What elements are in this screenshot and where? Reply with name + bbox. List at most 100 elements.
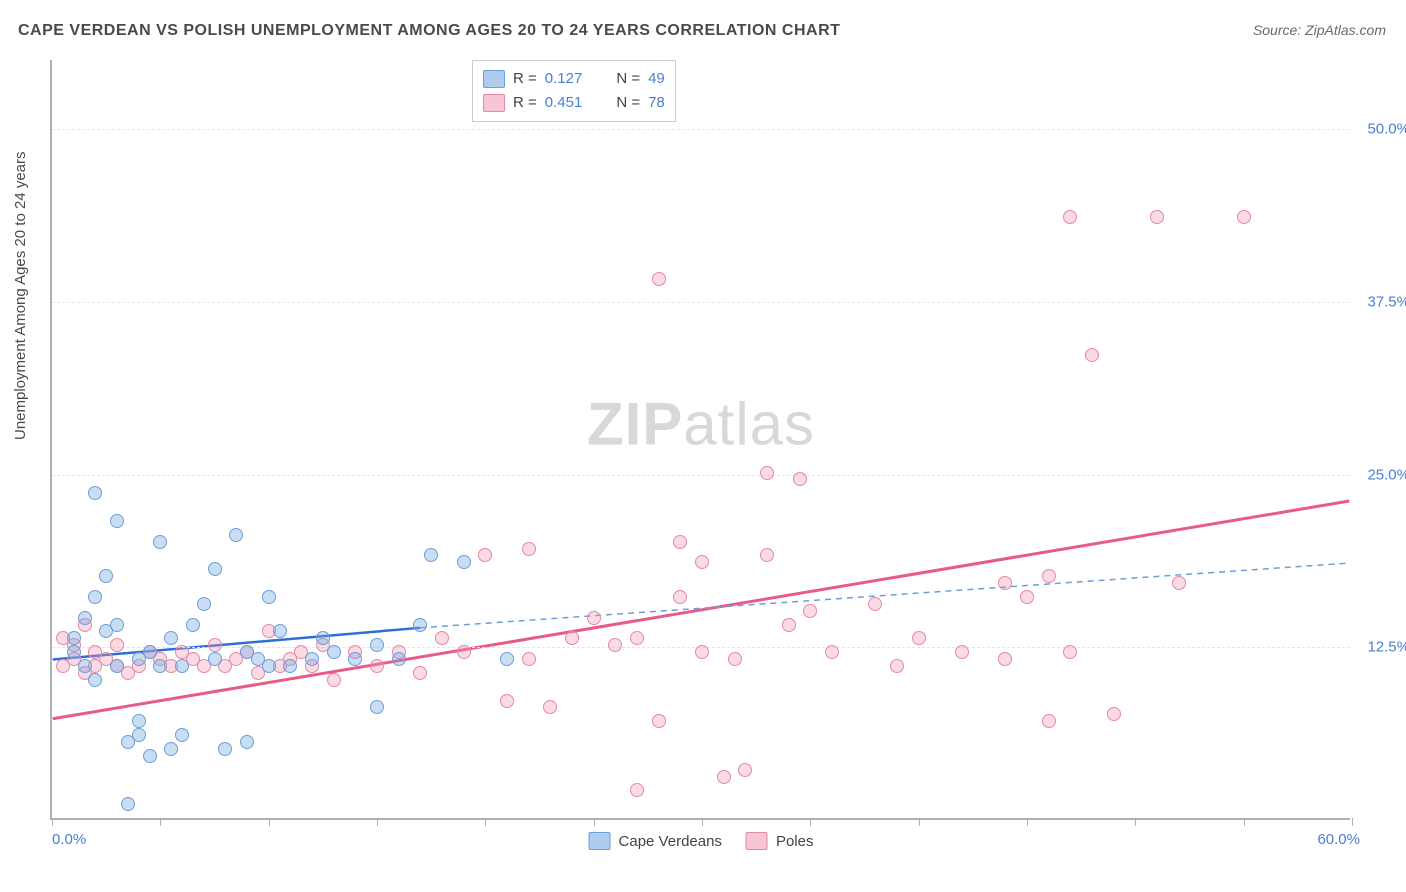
data-point	[164, 631, 178, 645]
swatch-series1	[589, 832, 611, 850]
data-point	[208, 562, 222, 576]
data-point	[478, 548, 492, 562]
data-point	[110, 514, 124, 528]
x-tick	[1027, 818, 1028, 826]
data-point	[435, 631, 449, 645]
x-tick	[377, 818, 378, 826]
x-tick	[1244, 818, 1245, 826]
data-point	[305, 652, 319, 666]
data-point	[348, 652, 362, 666]
x-min-label: 0.0%	[52, 831, 86, 848]
data-point	[998, 576, 1012, 590]
legend-item-series2: Poles	[746, 832, 814, 850]
data-point	[1063, 645, 1077, 659]
data-point	[890, 659, 904, 673]
data-point	[88, 590, 102, 604]
gridline	[52, 129, 1350, 130]
data-point	[262, 590, 276, 604]
data-point	[1042, 714, 1056, 728]
data-point	[164, 742, 178, 756]
x-tick	[810, 818, 811, 826]
data-point	[782, 618, 796, 632]
data-point	[67, 645, 81, 659]
x-tick	[594, 818, 595, 826]
data-point	[1063, 210, 1077, 224]
data-point	[673, 590, 687, 604]
data-point	[240, 735, 254, 749]
data-point	[283, 659, 297, 673]
x-tick	[1352, 818, 1353, 826]
data-point	[175, 659, 189, 673]
data-point	[273, 624, 287, 638]
y-tick-label: 12.5%	[1367, 639, 1406, 656]
x-tick	[919, 818, 920, 826]
data-point	[153, 535, 167, 549]
trend-lines	[52, 60, 1350, 818]
data-point	[912, 631, 926, 645]
y-axis-label: Unemployment Among Ages 20 to 24 years	[12, 151, 29, 440]
x-max-label: 60.0%	[1317, 831, 1360, 848]
gridline	[52, 475, 1350, 476]
data-point	[695, 555, 709, 569]
data-point	[1172, 576, 1186, 590]
data-point	[793, 472, 807, 486]
x-tick	[160, 818, 161, 826]
data-point	[998, 652, 1012, 666]
x-tick	[1135, 818, 1136, 826]
data-point	[413, 666, 427, 680]
data-point	[132, 728, 146, 742]
data-point	[608, 638, 622, 652]
data-point	[695, 645, 709, 659]
data-point	[208, 638, 222, 652]
data-point	[153, 659, 167, 673]
y-tick-label: 37.5%	[1367, 293, 1406, 310]
data-point	[760, 466, 774, 480]
data-point	[186, 618, 200, 632]
data-point	[868, 597, 882, 611]
data-point	[1237, 210, 1251, 224]
data-point	[99, 569, 113, 583]
x-tick	[702, 818, 703, 826]
data-point	[760, 548, 774, 562]
data-point	[500, 652, 514, 666]
data-point	[565, 631, 579, 645]
data-point	[143, 645, 157, 659]
data-point	[175, 728, 189, 742]
data-point	[370, 638, 384, 652]
data-point	[208, 652, 222, 666]
data-point	[88, 486, 102, 500]
legend-label-series1: Cape Verdeans	[619, 833, 722, 850]
data-point	[143, 749, 157, 763]
swatch-series2	[746, 832, 768, 850]
data-point	[717, 770, 731, 784]
data-point	[424, 548, 438, 562]
plot-area: ZIPatlas R = 0.127 N = 49 R = 0.451 N = …	[50, 60, 1350, 820]
gridline	[52, 302, 1350, 303]
data-point	[262, 659, 276, 673]
data-point	[229, 528, 243, 542]
data-point	[630, 783, 644, 797]
data-point	[218, 742, 232, 756]
y-tick-label: 50.0%	[1367, 121, 1406, 138]
data-point	[370, 659, 384, 673]
data-point	[392, 652, 406, 666]
data-point	[1107, 707, 1121, 721]
data-point	[500, 694, 514, 708]
source-attribution: Source: ZipAtlas.com	[1253, 22, 1386, 38]
data-point	[587, 611, 601, 625]
data-point	[197, 597, 211, 611]
data-point	[110, 618, 124, 632]
data-point	[413, 618, 427, 632]
data-point	[327, 673, 341, 687]
data-point	[1150, 210, 1164, 224]
data-point	[132, 714, 146, 728]
data-point	[825, 645, 839, 659]
series-legend: Cape Verdeans Poles	[589, 832, 814, 850]
data-point	[67, 631, 81, 645]
data-point	[110, 659, 124, 673]
data-point	[457, 645, 471, 659]
data-point	[327, 645, 341, 659]
legend-item-series1: Cape Verdeans	[589, 832, 722, 850]
legend-label-series2: Poles	[776, 833, 814, 850]
data-point	[522, 652, 536, 666]
